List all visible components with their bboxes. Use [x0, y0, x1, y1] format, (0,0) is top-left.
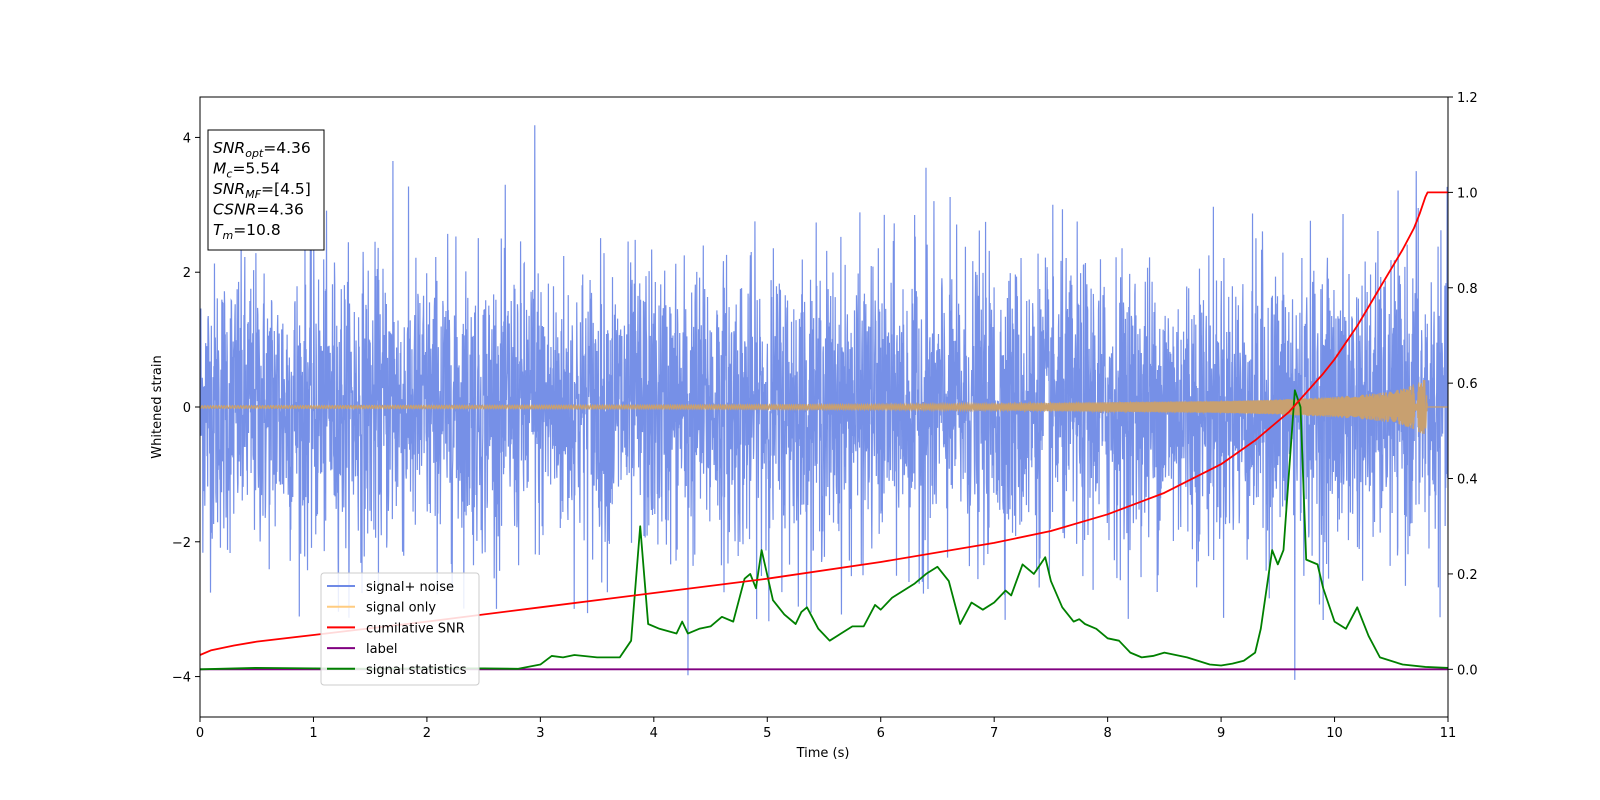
- x-tick-label: 6: [877, 726, 885, 741]
- signal-only-series: [200, 380, 1448, 434]
- x-axis: 0 1 2 3 4 5 6 7 8 9 10 11: [196, 717, 1456, 741]
- y-right-tick-label: 1.2: [1457, 91, 1478, 106]
- annotation-symbol: SNR: [213, 139, 245, 157]
- x-tick-label: 7: [990, 726, 998, 741]
- x-tick-label: 2: [423, 726, 431, 741]
- y-right-tick-label: 0.2: [1457, 568, 1478, 583]
- signal-noise-line: [200, 125, 1448, 680]
- legend-label: label: [366, 642, 397, 657]
- y-right-tick-label: 0.4: [1457, 473, 1478, 488]
- x-tick-label: 1: [309, 726, 317, 741]
- legend-label: signal only: [366, 601, 436, 616]
- annotation-symbol: SNR: [213, 180, 245, 198]
- legend-frame: [320, 572, 480, 686]
- annotation-line: Mc=5.54: [213, 160, 280, 181]
- x-tick-label: 4: [650, 726, 658, 741]
- y-axis-left: −4 −2 0 2 4: [172, 131, 200, 686]
- legend-label: signal statistics: [366, 663, 467, 678]
- annotation-value: =4.36: [263, 139, 311, 157]
- legend-label: signal+ noise: [366, 580, 454, 595]
- annotation-value: =10.8: [233, 221, 281, 239]
- y-left-tick-label: 0: [183, 401, 191, 416]
- y-left-tick-label: −4: [172, 671, 191, 686]
- annotation-subscript: opt: [245, 147, 264, 160]
- x-tick-label: 9: [1217, 726, 1225, 741]
- annotation-subscript: c: [226, 168, 232, 181]
- annotation-line: CSNR=4.36: [213, 201, 304, 219]
- x-tick-label: 8: [1103, 726, 1111, 741]
- y-right-tick-label: 0.6: [1457, 377, 1478, 392]
- annotation-symbol: CSNR: [213, 201, 256, 219]
- annotation-line: Tm=10.8: [213, 221, 281, 242]
- legend: signal+ noise signal only cumilative SNR la…: [320, 572, 480, 686]
- y-right-tick-label: 0.8: [1457, 282, 1478, 297]
- annotation-line: SNRMF=[4.5]: [213, 180, 311, 201]
- x-axis-title: Time (s): [796, 746, 850, 761]
- annotation-value: =5.54: [232, 160, 280, 178]
- y-left-tick-label: 2: [183, 266, 191, 281]
- x-tick-label: 11: [1440, 726, 1457, 741]
- signal-statistics-line: [200, 389, 1448, 671]
- annotation-subscript: MF: [245, 188, 261, 201]
- stats-annotation: SNRopt=4.36Mc=5.54SNRMF=[4.5]CSNR=4.36Tm…: [207, 129, 325, 251]
- annotation-value: =[4.5]: [261, 180, 311, 198]
- legend-label: cumilative SNR: [366, 621, 465, 636]
- x-tick-label: 10: [1326, 726, 1343, 741]
- signal-only-line: [200, 380, 1448, 434]
- annotation-value: =4.36: [256, 201, 304, 219]
- annotation-line: SNRopt=4.36: [213, 139, 311, 160]
- y-left-tick-label: −2: [172, 536, 191, 551]
- annotation-symbol: T: [213, 221, 224, 239]
- y-axis-title: Whitened strain: [150, 355, 165, 458]
- annotation-symbol: M: [213, 160, 226, 178]
- y-axis-right: 0.0 0.2 0.4 0.6 0.8 1.0 1.2: [1448, 91, 1478, 678]
- x-tick-label: 3: [536, 726, 544, 741]
- y-right-tick-label: 0.0: [1457, 663, 1478, 678]
- x-tick-label: 5: [763, 726, 771, 741]
- signal-noise-series: [200, 125, 1448, 680]
- y-left-tick-label: 4: [183, 131, 191, 146]
- annotation-subscript: m: [222, 229, 233, 242]
- y-right-tick-label: 1.0: [1457, 186, 1478, 201]
- annotation-frame: [207, 129, 325, 251]
- x-tick-label: 0: [196, 726, 204, 741]
